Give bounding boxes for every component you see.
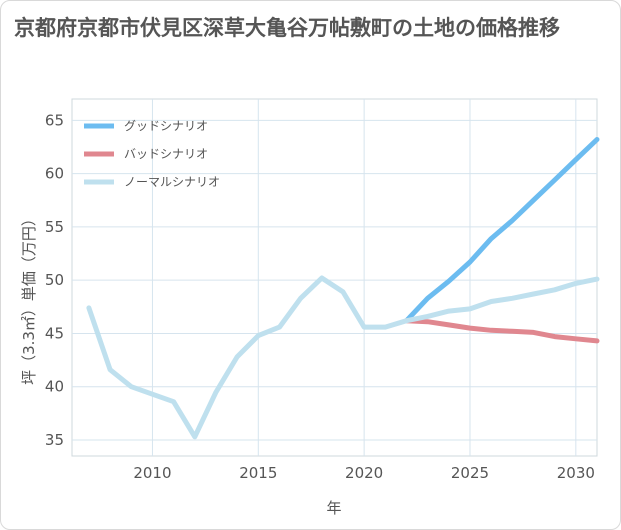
y-tick-label: 60 [45, 165, 64, 183]
x-tick-label: 2020 [345, 464, 383, 482]
series-line-good [404, 137, 600, 324]
x-tick-label: 2010 [133, 464, 171, 482]
x-tick-label: 2025 [451, 464, 489, 482]
y-tick-label: 45 [45, 324, 64, 342]
y-tick-label: 55 [45, 218, 64, 236]
chart-title: 京都府京都市伏見区深草大亀谷万帖敷町の土地の価格推移 [14, 16, 560, 40]
axis-ticks: 35 40 45 50 55 60 65 2010 2015 2020 2025 2030 [45, 111, 595, 482]
x-axis-title: 年 [326, 499, 341, 517]
series-lines [86, 137, 600, 440]
x-tick-label: 2015 [239, 464, 277, 482]
x-tick-label: 2030 [557, 464, 595, 482]
y-tick-label: 40 [45, 378, 64, 396]
legend-label-good: グッドシナリオ [124, 119, 208, 133]
y-axis-title: 坪（3.3㎡）単価（万円） [20, 211, 38, 385]
series-line-bad [404, 318, 600, 344]
legend-label-bad: バッドシナリオ [124, 147, 208, 161]
y-tick-label: 35 [45, 431, 64, 449]
y-tick-label: 50 [45, 271, 64, 289]
series-line-normal [86, 275, 600, 440]
legend-label-normal: ノーマルシナリオ [124, 175, 220, 189]
y-tick-label: 65 [45, 111, 64, 129]
